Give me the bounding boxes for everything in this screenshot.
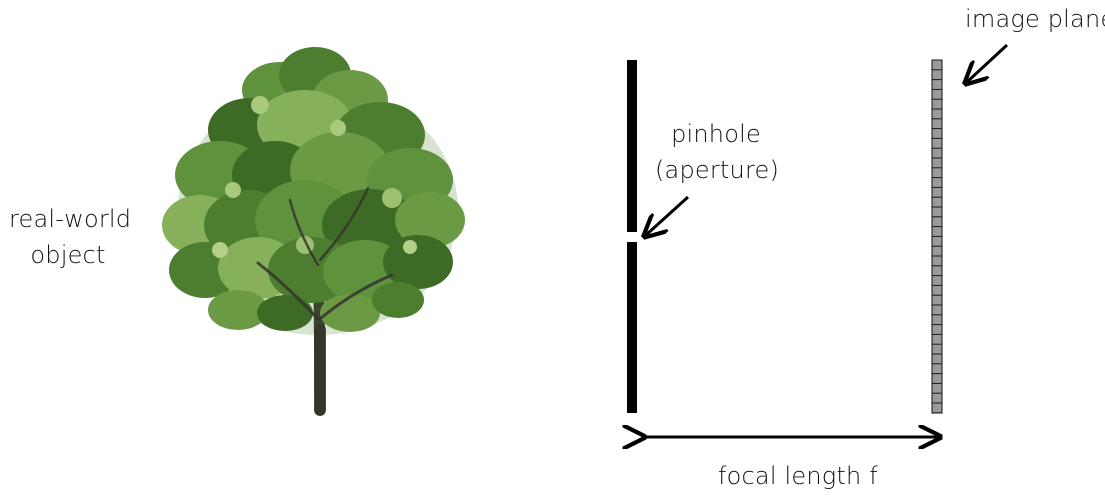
object-label-line1: real-world <box>9 205 132 233</box>
barrier-lower <box>627 242 637 413</box>
pinhole-label-line2: (aperture) <box>654 156 780 184</box>
pinhole-barrier <box>627 60 637 413</box>
tree-visible-branches <box>256 186 394 416</box>
image-plane-label: image plane <box>965 5 1105 33</box>
sensor-grid-lines <box>932 69 942 414</box>
pinhole-arrow-icon <box>646 195 690 235</box>
barrier-upper <box>627 60 637 232</box>
focal-length-label: focal length f <box>718 462 878 490</box>
pinhole-label-line1: pinhole <box>671 120 761 148</box>
tree-foliage <box>162 47 465 335</box>
image-plane-sensor <box>931 59 943 414</box>
object-label-line2: object <box>30 241 106 269</box>
image-plane-arrow-icon <box>967 43 1009 82</box>
tree-icon <box>162 47 465 416</box>
